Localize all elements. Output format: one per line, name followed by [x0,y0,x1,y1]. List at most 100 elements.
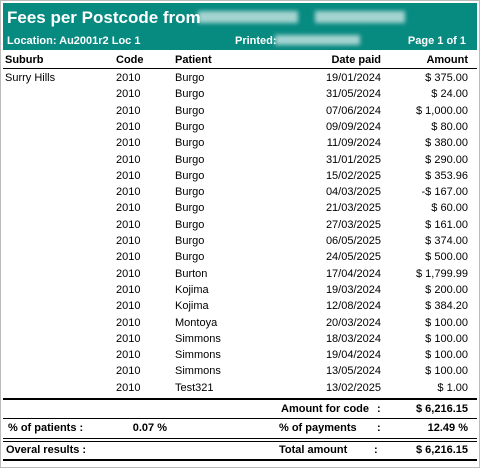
footer-value: $ 6,216.15 [416,444,468,456]
patient: Burgo [175,218,205,231]
separator: : [374,444,378,456]
column-header: Code [116,54,144,66]
amount: $ 380.00 [425,137,468,150]
amount: $ 1,799.99 [416,267,468,280]
patient: Simmons [175,349,221,362]
amount: $ 1,000.00 [416,104,468,117]
code: 2010 [116,186,141,199]
patient: Burgo [175,72,205,84]
report-header [3,3,477,50]
amount: $ 161.00 [425,218,468,231]
footer-label: Overal results : [6,444,87,456]
footer-rule [3,441,477,442]
code: 2010 [116,365,141,378]
code: 2010 [116,202,141,215]
footer-value: $ 6,216.15 [416,403,468,415]
footer-label: % of payments [279,422,357,434]
code: 2010 [116,300,141,313]
patient: Test321 [175,381,214,394]
code: 2010 [116,267,141,280]
patient: Montoya [175,316,218,329]
amount: $ 374.00 [425,235,468,247]
amount: $ 500.00 [425,251,468,264]
patient: Burgo [175,169,205,182]
patient: Simmons [175,332,221,345]
patient: Burgo [175,137,205,150]
code: 2010 [116,104,141,117]
footer-rule [3,459,477,461]
amount: -$ 167.00 [421,186,468,199]
patient: Burton [175,267,208,280]
patient: Burgo [175,235,205,247]
section-rule [3,398,477,400]
date-paid: 24/05/2025 [325,251,381,264]
patient: Burgo [175,104,205,117]
amount: $ 60.00 [431,202,468,215]
date-paid: 19/01/2024 [325,72,381,84]
amount: $ 384.20 [425,300,468,313]
location: Location: Au2001r2 Loc 1 [7,35,141,47]
date-paid: 17/04/2024 [325,267,381,280]
date-paid: 12/08/2024 [325,300,381,313]
date-paid: 21/03/2025 [325,202,381,215]
amount: $ 100.00 [425,332,468,345]
column-header: Patient [175,54,212,66]
amount: $ 24.00 [431,88,468,101]
code: 2010 [116,381,141,394]
date-paid: 04/03/2025 [325,186,381,199]
column-header: Date paid [331,54,381,66]
suburb: Surry Hills [5,72,56,84]
code: 2010 [116,332,141,345]
column-header: Suburb [5,54,44,66]
footer-rule [3,438,477,439]
code: 2010 [116,72,141,84]
footer-label: Total amount [279,444,348,456]
code: 2010 [116,120,141,133]
patient: Simmons [175,365,221,378]
amount: $ 353.96 [425,169,468,182]
date-paid: 19/04/2024 [325,349,381,362]
date-paid: 18/03/2024 [325,332,381,345]
date-paid: 15/02/2025 [325,169,381,182]
amount: $ 100.00 [425,349,468,362]
date-paid: 13/05/2024 [325,365,381,378]
patient: Burgo [175,153,205,166]
date-paid: 19/03/2024 [325,283,381,296]
footer-value: 0.07 % [132,422,167,434]
redacted-date [315,11,405,23]
patient: Kojima [175,300,209,313]
code: 2010 [116,251,141,264]
amount: $ 80.00 [431,120,468,133]
amount: $ 200.00 [425,283,468,296]
date-paid: 31/05/2024 [325,88,381,101]
patient: Burgo [175,202,205,215]
printed-label: Printed: [235,35,277,47]
footer-label: % of patients : [8,422,84,434]
footer-value: 12.49 % [427,422,468,434]
patient: Burgo [175,120,205,133]
code: 2010 [116,137,141,150]
page-number: Page 1 of 1 [407,35,466,47]
date-paid: 13/02/2025 [325,381,381,394]
column-header: Amount [426,54,468,66]
amount: $ 100.00 [425,365,468,378]
code: 2010 [116,153,141,166]
code: 2010 [116,283,141,296]
code: 2010 [116,218,141,231]
report-title: Fees per Postcode from [7,8,201,27]
date-paid: 09/09/2024 [325,120,381,133]
date-paid: 27/03/2025 [325,218,381,231]
date-paid: 20/03/2024 [325,316,381,329]
amount: $ 375.00 [425,72,468,84]
patient: Kojima [175,283,209,296]
amount: $ 100.00 [425,316,468,329]
footer-rule [3,418,477,419]
separator: : [377,422,381,434]
redacted-date [198,11,298,23]
code: 2010 [116,169,141,182]
date-paid: 31/01/2025 [325,153,381,166]
patient: Burgo [175,186,205,199]
redacted-printed [275,35,360,45]
patient: Burgo [175,88,205,101]
date-paid: 11/09/2024 [326,137,381,150]
